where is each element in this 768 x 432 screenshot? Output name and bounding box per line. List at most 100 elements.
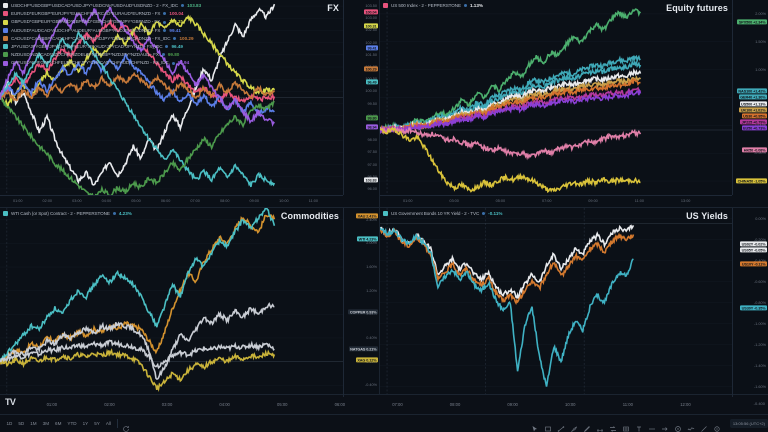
price-label[interactable]: 100.29 (363, 66, 378, 72)
ruler-icon[interactable] (700, 420, 708, 432)
price-label[interactable]: 103.83 (363, 177, 378, 183)
timeframe-1d[interactable]: 1D (6, 421, 13, 426)
price-label[interactable]: SPX500 +2.34% (737, 19, 767, 25)
timeframe-group[interactable]: 1D 5D 1M 3M 6M YTD 1Y 5Y All (0, 419, 113, 428)
timeframe-1m[interactable]: 1M (30, 421, 37, 426)
price-scale-commodities[interactable]: 2.40%2.00%1.60%1.20%0.80%0.40%0.00%-0.40… (343, 208, 379, 397)
timeframe-5y[interactable]: 5Y (94, 421, 100, 426)
time-scale-fx[interactable]: 01:00 02:00 03:00 04:00 05:00 06:00 07:00 08:00… (0, 195, 343, 207)
text-icon[interactable] (635, 420, 643, 431)
series-line (0, 8, 274, 125)
legend-row[interactable]: NZDUSD*NZDCAD*NZDCHF*NZDEUR*NZDGBP*NZDJP… (3, 51, 201, 59)
price-label[interactable]: 99.80 (365, 115, 378, 121)
legend-source-dot (112, 212, 116, 216)
horizontal-line-icon[interactable] (648, 420, 656, 429)
series-line (380, 79, 640, 132)
legend-row[interactable]: USDCHF*USDGBP*USDCAD*USD.JPY*USDCNH*USDA… (3, 2, 201, 10)
wave-icon[interactable] (687, 420, 695, 430)
price-label[interactable]: US30 +0.95% (741, 113, 767, 119)
price-label[interactable]: NATGAS 0.21% (348, 346, 378, 352)
global-time-tick: 05:00 (276, 402, 288, 407)
timeframe-ytd[interactable]: YTD (67, 421, 77, 426)
time-tick: 01:00 (12, 198, 23, 203)
plot-area-fx[interactable] (0, 0, 343, 195)
pencil-icon[interactable] (583, 420, 591, 432)
rectangle-icon[interactable] (544, 420, 552, 431)
legend-row[interactable]: CADUSD*CADGBP*CADCHF*CADEUR*CADJPY*CADAU… (3, 35, 201, 43)
price-label[interactable]: US02Y -0.02% (740, 241, 767, 247)
drawing-tools[interactable] (531, 420, 725, 432)
legend-source-dot (463, 4, 467, 8)
price-scale-yields[interactable]: 0.00% -0.20% -0.40% -0.60% -0.80% -1.00% -1.20… (732, 208, 768, 397)
compare-icon[interactable] (609, 420, 617, 432)
global-time-tick: 07:00 (392, 402, 403, 407)
legend-row[interactable]: EURUSD*EURGBP*EURJPY*EURCHF*EURCAD*EURAU… (3, 10, 201, 18)
price-label[interactable]: XAU 2.41% (356, 213, 378, 219)
series-line (0, 17, 274, 107)
table-icon[interactable] (622, 420, 630, 431)
trend-line-icon[interactable] (557, 420, 565, 432)
price-label[interactable]: US30Y -0.35% (740, 305, 767, 311)
series-color-swatch (3, 3, 8, 9)
legend-row[interactable]: JPYUSD*JPYGBP*JPYCHF*JPYEUR*JPYAUD*JPYCA… (3, 43, 201, 51)
circle-icon[interactable] (674, 420, 682, 432)
price-label[interactable]: GER40 +1.30% (738, 94, 767, 100)
brush-icon[interactable] (570, 420, 578, 432)
price-label[interactable]: CHINA50 -1.05% (736, 178, 767, 184)
price-tick: 96.50 (367, 175, 377, 179)
price-label[interactable]: US10Y -0.11% (740, 261, 767, 267)
price-label[interactable]: 100.04 (363, 9, 378, 15)
price-label[interactable]: EU50 +0.73% (741, 125, 767, 131)
tradingview-logo[interactable]: TV (5, 397, 16, 407)
timeframe-1y[interactable]: 1Y (82, 421, 89, 426)
price-label[interactable]: 98.94 (365, 124, 378, 130)
time-tick: 13:00 (680, 198, 691, 203)
cursor-icon[interactable] (531, 420, 539, 431)
timeframe-3m[interactable]: 3M (42, 421, 50, 426)
legend-row[interactable]: WTI Cash (or Spot) Contract - 2 - PEPPER… (3, 210, 132, 218)
price-label[interactable]: 99.41 (365, 45, 378, 51)
time-scale-equity[interactable]: 01:00 03:00 05:00 07:00 09:00 11:00 13:00 (380, 195, 732, 207)
time-tick: 04:00 (101, 198, 112, 203)
arrow-icon[interactable] (661, 420, 669, 431)
global-time-axis[interactable]: TV -0.400 01:00 02:00 03:00 04:00 05:00 06:00… (0, 394, 768, 414)
legend-row[interactable]: US Government Bonds 10 YR Yield - 2 - TV… (383, 210, 502, 218)
plot-area-commodities[interactable] (0, 208, 343, 397)
price-label[interactable]: XAG 0.12% (355, 357, 378, 363)
refresh-icon[interactable] (122, 420, 130, 432)
series-line (0, 215, 274, 363)
legend-row[interactable]: GBPUSD*GBPEUR*GBPAUD*GBPCAD*GBPCHF*GBPJP… (3, 18, 201, 26)
price-label[interactable]: COPPER 0.93% (348, 309, 378, 315)
plot-area-equity[interactable] (380, 0, 732, 195)
price-scale-fx[interactable]: 103.50103.00102.50102.00101.50101.00100.… (343, 0, 379, 195)
price-label[interactable]: 96.49 (365, 79, 378, 85)
legend-source-dot (181, 4, 185, 8)
plot-area-yields[interactable] (380, 208, 732, 397)
price-label[interactable]: JP225 +0.79% (740, 119, 767, 125)
global-time-tick: 09:00 (507, 402, 518, 407)
timeframe-all[interactable]: All (105, 421, 111, 426)
measure-icon[interactable] (596, 420, 604, 432)
price-label[interactable]: NAS100 +1.42% (736, 88, 767, 94)
timeframe-5d[interactable]: 5D (18, 421, 25, 426)
legend-row[interactable]: CHFUSD*CHFGBP*CHFEUR*CHFJPY*CHFCAD*CHFAU… (3, 59, 201, 67)
magnet-icon[interactable] (713, 420, 721, 432)
price-label[interactable]: UK100 +1.02% (739, 107, 767, 113)
legend-row[interactable]: US 500 Index - 2 - PEPPERSTONE 1.13% (383, 2, 483, 10)
price-label[interactable]: WTI 4.23% (357, 236, 378, 242)
price-scale-equity[interactable]: 2.00%1.50%1.00%0.50%0.00%-0.50%-1.00%SPX… (732, 0, 768, 195)
legend-symbol: US Government Bonds 10 YR Yield - 2 - TV… (391, 211, 480, 216)
price-label[interactable]: 100.31 (363, 23, 378, 29)
legend-symbol: GBPUSD*GBPEUR*GBPAUD*GBPCAD*GBPCHF*GBPJP… (11, 19, 161, 25)
price-label[interactable]: US500 +1.13% (739, 101, 767, 107)
legend-fx: USDCHF*USDGBP*USDCAD*USD.JPY*USDCNH*USDA… (3, 2, 201, 68)
price-label[interactable]: US05Y -0.05% (740, 247, 767, 253)
series-color-swatch (3, 11, 8, 17)
timeframe-6m[interactable]: 6M (55, 421, 62, 426)
legend-row[interactable]: AUDUSD*AUDCAD*AUDCHF*AUDEUR*AUDGBP*AUDJP… (3, 27, 201, 35)
clock[interactable]: 13:05:56 (UTC+2) (729, 419, 768, 428)
panel-commodities: WTI Cash (or Spot) Contract - 2 - PEPPER… (0, 208, 380, 410)
chart-grid: USDCHF*USDGBP*USDCAD*USD.JPY*USDCNH*USDA… (0, 0, 768, 410)
price-label[interactable]: HK50 -0.08% (742, 147, 767, 153)
